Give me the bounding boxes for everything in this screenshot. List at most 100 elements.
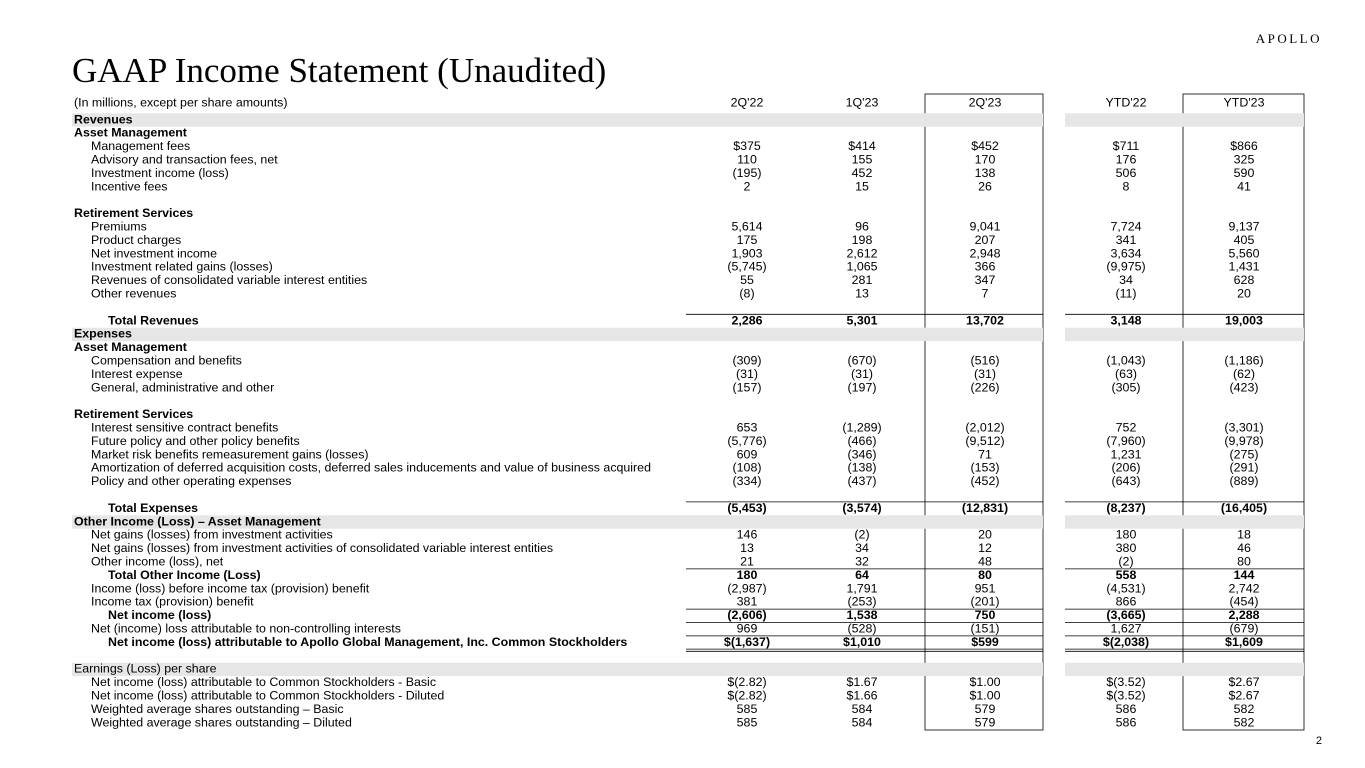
cell-value: 3,634 bbox=[1110, 246, 1141, 260]
row-label: Interest sensitive contract benefits bbox=[91, 420, 278, 434]
row-label-bold: Net income (loss) attributable to Apollo… bbox=[108, 635, 627, 649]
cell-value: 110 bbox=[737, 152, 757, 166]
cell-value: 26 bbox=[978, 179, 992, 193]
column-header: YTD'22 bbox=[1106, 95, 1147, 109]
row-label: Amortization of deferred acquisition cos… bbox=[91, 461, 651, 475]
cell-value: (437) bbox=[848, 474, 877, 488]
cell-value: (466) bbox=[848, 434, 877, 448]
column-header: 2Q'23 bbox=[969, 95, 1002, 109]
cell-value: 1,791 bbox=[846, 581, 877, 595]
cell-value: (253) bbox=[848, 595, 877, 609]
cell-value: (1,043) bbox=[1106, 353, 1145, 367]
cell-value: (4,531) bbox=[1106, 581, 1145, 595]
cell-value: (206) bbox=[1112, 461, 1141, 475]
cell-value: 452 bbox=[852, 166, 873, 180]
cell-value: (157) bbox=[733, 380, 762, 394]
row-label-bold: Total Expenses bbox=[108, 501, 198, 515]
cell-value: 586 bbox=[1116, 715, 1137, 729]
cell-value: 15 bbox=[855, 179, 869, 193]
column-box bbox=[1182, 93, 1305, 731]
cell-value: 55 bbox=[740, 273, 754, 287]
cell-value: $(2.82) bbox=[727, 688, 766, 702]
cell-value: $(2.82) bbox=[727, 675, 766, 689]
section-band bbox=[72, 515, 1043, 529]
cell-value: (31) bbox=[851, 367, 873, 381]
cell-value: 180 bbox=[737, 568, 758, 582]
cell-value: 951 bbox=[975, 581, 996, 595]
cell-value: (679) bbox=[1230, 621, 1259, 635]
cell-value: (3,301) bbox=[1224, 420, 1263, 434]
cell-value: 13 bbox=[740, 541, 754, 555]
cell-value: $2.67 bbox=[1228, 675, 1259, 689]
cell-value: (195) bbox=[733, 166, 762, 180]
cell-value: (2,606) bbox=[727, 608, 766, 622]
cell-value: 866 bbox=[1116, 595, 1137, 609]
row-label: Income (loss) before income tax (provisi… bbox=[91, 581, 370, 595]
cell-value: 1,231 bbox=[1110, 447, 1141, 461]
cell-value: $375 bbox=[733, 139, 761, 153]
row-label: Income tax (provision) benefit bbox=[91, 595, 254, 609]
cell-value: 21 bbox=[740, 554, 754, 568]
cell-value: 96 bbox=[855, 219, 869, 233]
row-label: Net (income) loss attributable to non-co… bbox=[91, 621, 401, 635]
cell-value: (643) bbox=[1112, 474, 1141, 488]
row-label: Market risk benefits remeasurement gains… bbox=[91, 447, 369, 461]
cell-value: $1.00 bbox=[969, 675, 1000, 689]
cell-value: (108) bbox=[733, 461, 762, 475]
cell-value: 750 bbox=[975, 608, 996, 622]
cell-value: (528) bbox=[848, 621, 877, 635]
row-label: Management fees bbox=[91, 139, 190, 153]
cell-value: (8) bbox=[739, 286, 754, 300]
cell-value: 628 bbox=[1234, 273, 1255, 287]
cell-value: (62) bbox=[1233, 367, 1255, 381]
cell-value: (197) bbox=[848, 380, 877, 394]
cell-value: 3,148 bbox=[1110, 313, 1141, 327]
row-label: Premiums bbox=[91, 219, 147, 233]
cell-value: (334) bbox=[733, 474, 762, 488]
cell-value: (3,665) bbox=[1106, 608, 1145, 622]
cell-value: 34 bbox=[855, 541, 869, 555]
cell-value: 20 bbox=[1237, 286, 1251, 300]
cell-value: 1,065 bbox=[846, 260, 877, 274]
cell-value: (63) bbox=[1115, 367, 1137, 381]
cell-value: 41 bbox=[1237, 179, 1251, 193]
row-label-bold: Total Other Income (Loss) bbox=[108, 568, 261, 582]
cell-value: 584 bbox=[852, 702, 873, 716]
cell-value: 281 bbox=[852, 273, 873, 287]
cell-value: (31) bbox=[974, 367, 996, 381]
cell-value: 1,431 bbox=[1228, 260, 1259, 274]
cell-value: 2,742 bbox=[1228, 581, 1259, 595]
cell-value: (423) bbox=[1230, 380, 1259, 394]
row-label: Other revenues bbox=[91, 286, 176, 300]
column-header: YTD'23 bbox=[1224, 95, 1265, 109]
cell-value: 144 bbox=[1234, 568, 1255, 582]
cell-value: (11) bbox=[1115, 286, 1136, 300]
cell-value: (9,512) bbox=[965, 434, 1004, 448]
cell-value: $(3.52) bbox=[1106, 675, 1145, 689]
cell-value: $2.67 bbox=[1228, 688, 1259, 702]
column-header: 2Q'22 bbox=[731, 95, 764, 109]
cell-value: (8,237) bbox=[1106, 501, 1145, 515]
row-label: Advisory and transaction fees, net bbox=[91, 152, 278, 166]
logo: APOLLO bbox=[1256, 31, 1322, 46]
cell-value: 138 bbox=[975, 166, 996, 180]
cell-value: 5,560 bbox=[1228, 246, 1259, 260]
cell-value: (9,975) bbox=[1106, 260, 1145, 274]
cell-value: 584 bbox=[852, 715, 873, 729]
cell-value: (454) bbox=[1230, 595, 1259, 609]
section-band bbox=[72, 662, 1043, 677]
cell-value: 405 bbox=[1234, 233, 1255, 247]
cell-value: (2,012) bbox=[965, 420, 1004, 434]
cell-value: 1,627 bbox=[1110, 621, 1141, 635]
row-label-bold: Other Income (Loss) – Asset Management bbox=[74, 514, 321, 528]
cell-value: (309) bbox=[733, 353, 762, 367]
row-label: Net gains (losses) from investment activ… bbox=[91, 528, 333, 542]
cell-value: 585 bbox=[737, 715, 758, 729]
cell-value: (138) bbox=[848, 461, 877, 475]
cell-value: 7,724 bbox=[1110, 219, 1141, 233]
cell-value: $452 bbox=[971, 139, 999, 153]
cell-value: (452) bbox=[971, 474, 1000, 488]
cell-value: 590 bbox=[1234, 166, 1255, 180]
cell-value: 558 bbox=[1116, 568, 1137, 582]
cell-value: $(1,637) bbox=[724, 635, 770, 649]
